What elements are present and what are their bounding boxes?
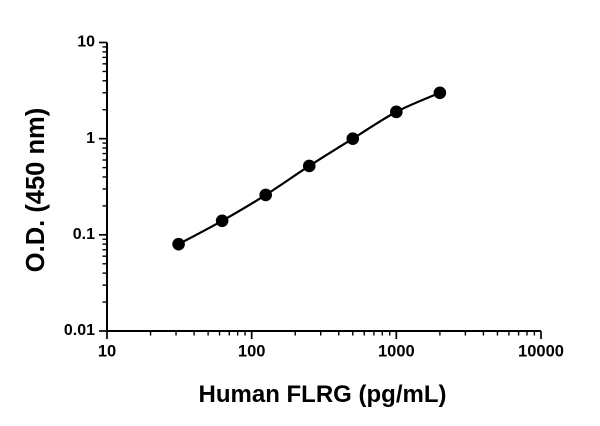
svg-text:10000: 10000	[518, 343, 564, 361]
svg-text:1: 1	[86, 130, 95, 147]
svg-text:10: 10	[98, 343, 116, 361]
svg-text:O.D. (450 nm): O.D. (450 nm)	[22, 108, 50, 272]
svg-text:0.1: 0.1	[73, 226, 95, 243]
svg-text:10: 10	[77, 34, 95, 51]
svg-text:1000: 1000	[378, 343, 415, 361]
svg-text:100: 100	[238, 343, 266, 361]
svg-text:0.01: 0.01	[64, 322, 95, 339]
